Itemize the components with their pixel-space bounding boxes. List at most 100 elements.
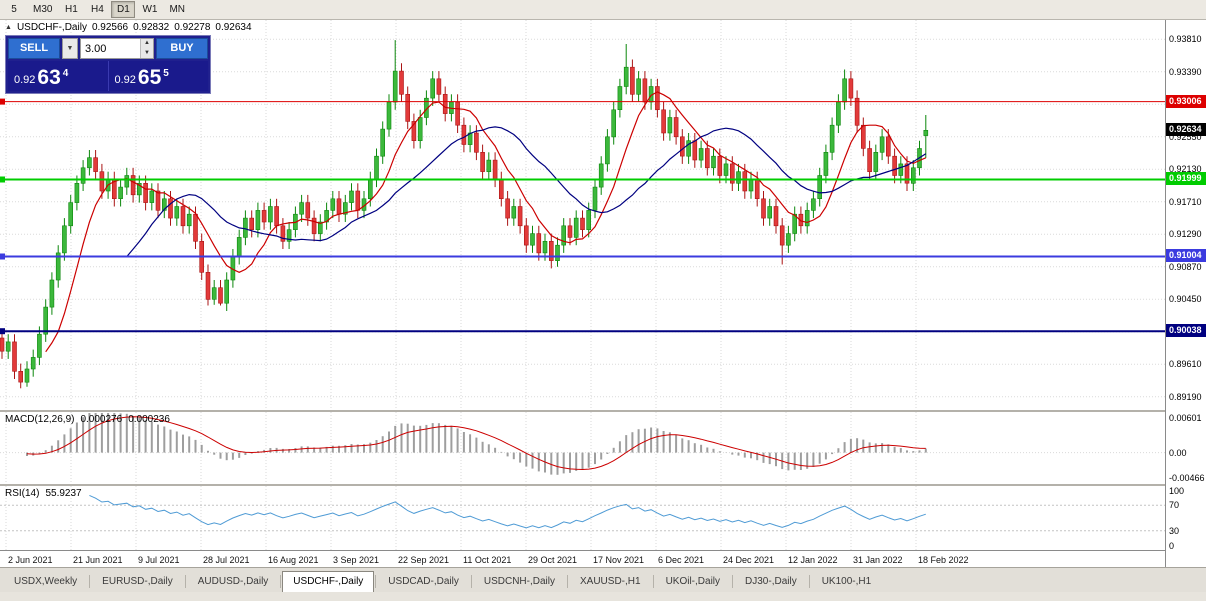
macd-value-1: 0.000276 xyxy=(80,414,123,425)
rsi-axis-label: 100 xyxy=(1169,486,1185,496)
quote-high: 0.92832 xyxy=(133,22,170,33)
tab-usdx-weekly[interactable]: USDX,Weekly xyxy=(14,576,78,587)
date-label: 21 Jun 2021 xyxy=(73,555,123,565)
horizontal-level-lines[interactable] xyxy=(0,98,1165,335)
tab-usdchf-daily[interactable]: USDCHF-,Daily xyxy=(282,571,375,592)
rsi-header: RSI(14) 55.9237 xyxy=(5,488,82,499)
tab-xauusd-h1[interactable]: XAUUSD-,H1 xyxy=(579,576,641,587)
price-axis-label: 0.89610 xyxy=(1169,359,1202,370)
macd-label: MACD(12,26,9) xyxy=(5,414,75,425)
price-axis-label: 0.89190 xyxy=(1169,391,1202,402)
macd-axis-label: 0.00601 xyxy=(1169,413,1202,423)
date-label: 6 Dec 2021 xyxy=(658,555,705,565)
chart-tab-bar: USDX,Weekly EURUSD-,Daily AUDUSD-,Daily USD… xyxy=(0,567,1206,592)
buy-price-pips: 65 xyxy=(137,66,162,89)
tab-dj30-daily[interactable]: DJ30-,Daily xyxy=(745,576,797,587)
level-price-badge: 0.91999 xyxy=(1166,172,1206,186)
date-label: 16 Aug 2021 xyxy=(268,555,319,565)
symbol-label: USDCHF-,Daily xyxy=(16,22,87,33)
date-label: 22 Sep 2021 xyxy=(398,555,450,565)
quote-close: 0.92634 xyxy=(215,22,252,33)
buy-button[interactable]: BUY xyxy=(156,38,208,59)
price-axis-label: 0.92550 xyxy=(1169,131,1202,142)
buy-price[interactable]: 0.92 65 5 xyxy=(107,61,209,91)
tab-usdcnh-daily[interactable]: USDCNH-,Daily xyxy=(483,576,555,587)
collapse-icon[interactable]: ▲ xyxy=(5,24,12,31)
price-axis[interactable]: 0.938100.933900.929700.925500.921300.917… xyxy=(1165,20,1206,567)
chevron-down-icon: ▼ xyxy=(66,45,74,52)
tab-separator xyxy=(184,575,186,588)
volume-field: ▲ ▼ xyxy=(80,38,154,59)
rsi-panel[interactable]: RSI(14) 55.9237 xyxy=(0,486,1165,550)
volume-up-button[interactable]: ▲ xyxy=(141,39,153,49)
tab-audusd-daily[interactable]: AUDUSD-,Daily xyxy=(197,576,269,587)
macd-grid xyxy=(0,412,1165,484)
timeframe-button-h4[interactable]: H4 xyxy=(91,4,104,15)
one-click-trading-panel: SELL ▼ ▲ ▼ BUY 0.92 xyxy=(5,35,211,94)
tab-uk100-h1[interactable]: UK100-,H1 xyxy=(821,576,872,587)
rsi-value: 55.9237 xyxy=(45,488,82,499)
candles xyxy=(0,40,929,389)
macd-axis-label: -0.00466 xyxy=(1169,473,1205,483)
date-label: 2 Jun 2021 xyxy=(8,555,53,565)
tab-separator xyxy=(652,575,654,588)
timeframe-button-d1[interactable]: D1 xyxy=(111,1,136,18)
tab-separator xyxy=(566,575,568,588)
chart-header: ▲ USDCHF-,Daily 0.92566 0.92832 0.92278 … xyxy=(5,22,252,33)
tab-separator xyxy=(732,575,734,588)
timeframe-button-5[interactable]: 5 xyxy=(11,4,17,15)
rsi-axis-label: 0 xyxy=(1169,541,1175,551)
macd-axis-label: 0.00 xyxy=(1169,447,1187,458)
macd-canvas[interactable] xyxy=(0,412,1165,484)
tab-usdcad-daily[interactable]: USDCAD-,Daily xyxy=(388,576,459,587)
tab-eurusd-daily[interactable]: EURUSD-,Daily xyxy=(102,576,173,587)
tab-separator xyxy=(808,575,810,588)
chart-area: ▲ USDCHF-,Daily 0.92566 0.92832 0.92278 … xyxy=(0,20,1165,567)
sell-price-point: 4 xyxy=(62,68,69,79)
tab-separator xyxy=(470,575,472,588)
sell-price-prefix: 0.92 xyxy=(14,74,36,86)
date-label: 18 Feb 2022 xyxy=(918,555,969,565)
price-panel[interactable]: ▲ USDCHF-,Daily 0.92566 0.92832 0.92278 … xyxy=(0,20,1165,410)
macd-panel[interactable]: MACD(12,26,9) 0.000276 0.000236 xyxy=(0,412,1165,484)
rsi-axis-label: 30 xyxy=(1169,525,1180,536)
sell-price[interactable]: 0.92 63 4 xyxy=(8,61,108,91)
date-axis[interactable]: 2 Jun 2021 21 Jun 2021 9 Jul 2021 28 Jul 20… xyxy=(0,550,1165,567)
tab-ukoil-daily[interactable]: UKOil-,Daily xyxy=(665,576,721,587)
rsi-line xyxy=(89,494,926,529)
date-label: 24 Dec 2021 xyxy=(723,555,775,565)
level-price-badge: 0.91004 xyxy=(1166,249,1206,263)
current-price-badge: 0.92634 xyxy=(1166,123,1206,137)
timeframe-button-mn[interactable]: MN xyxy=(169,4,186,15)
tab-separator xyxy=(375,575,377,588)
price-axis-label: 0.93390 xyxy=(1169,66,1202,77)
ma-fast-line xyxy=(45,91,927,353)
date-label: 3 Sep 2021 xyxy=(333,555,380,565)
level-price-badge: 0.90038 xyxy=(1166,324,1206,338)
price-axis-label: 0.92130 xyxy=(1169,164,1202,175)
timeframe-button-h1[interactable]: H1 xyxy=(65,4,78,15)
tab-separator xyxy=(280,575,282,588)
quote-open: 0.92566 xyxy=(91,22,129,33)
volume-down-button[interactable]: ▼ xyxy=(141,48,153,58)
price-axis-label: 0.90450 xyxy=(1169,294,1202,305)
timeframe-button-m30[interactable]: M30 xyxy=(33,4,53,15)
date-label: 29 Oct 2021 xyxy=(528,555,578,565)
panel-splitter-1[interactable] xyxy=(0,410,1165,412)
timeframe-button-w1[interactable]: W1 xyxy=(142,4,158,15)
buy-price-point: 5 xyxy=(163,68,169,79)
panel-splitter-2[interactable] xyxy=(0,484,1165,486)
sell-button[interactable]: SELL xyxy=(8,38,60,59)
price-chart-canvas[interactable] xyxy=(0,20,1165,410)
date-label: 17 Nov 2021 xyxy=(593,555,645,565)
level-price-badge: 0.93006 xyxy=(1166,94,1206,108)
volume-input[interactable] xyxy=(81,39,140,58)
price-axis-label: 0.93810 xyxy=(1169,34,1202,45)
date-label: 28 Jul 2021 xyxy=(203,555,250,565)
rsi-canvas[interactable] xyxy=(0,486,1165,550)
date-label: 11 Oct 2021 xyxy=(463,555,512,565)
macd-signal-line xyxy=(26,416,926,471)
volume-dropdown-button[interactable]: ▼ xyxy=(62,38,78,59)
timeframe-toolbar: 5 M30 H1 H4 D1 W1 MN xyxy=(0,0,1206,20)
